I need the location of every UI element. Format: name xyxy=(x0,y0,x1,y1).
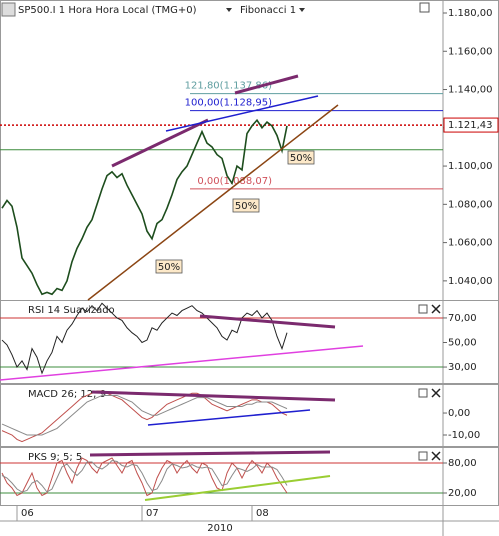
y-tick-label: 1.100,00 xyxy=(448,161,493,172)
last-price-label: 1.121,43 xyxy=(448,120,493,131)
series-line xyxy=(1,457,288,497)
close-button[interactable] xyxy=(431,388,441,398)
trend-line xyxy=(87,104,339,301)
y-tick-label: 50,00 xyxy=(448,338,477,349)
last-price-box xyxy=(443,117,499,133)
y-tick-label: 1.040,00 xyxy=(448,276,493,287)
label-box xyxy=(155,259,183,274)
y-tick-label: 20,00 xyxy=(448,488,477,499)
panel-title: RSI 14 Suavizado xyxy=(28,305,115,316)
trend-line xyxy=(199,314,336,329)
maximize-button[interactable] xyxy=(418,388,428,398)
fib-text: 100,00(1.128,95) xyxy=(185,98,272,109)
trend-line xyxy=(111,118,209,168)
drawings: 50% 50% 50% xyxy=(0,74,364,501)
panel-title: MACD 26; 12; 9 xyxy=(28,389,106,400)
trend-line xyxy=(89,450,331,457)
trend-line xyxy=(234,74,299,95)
x-tick-label: 06 xyxy=(21,508,34,519)
label-box xyxy=(287,150,315,165)
trend-line xyxy=(147,409,311,426)
y-tick-label: 1.060,00 xyxy=(448,238,493,249)
trend-line xyxy=(144,475,331,501)
y-tick-label: 80,00 xyxy=(448,458,477,469)
label-box xyxy=(232,198,260,213)
fib-label: 50% xyxy=(158,262,180,273)
fib-text: 0,00(1.088,07) xyxy=(197,176,272,187)
fib-label: 50% xyxy=(235,201,257,212)
x-axis-year: 2010 xyxy=(207,523,232,534)
y-tick-label: 1.080,00 xyxy=(448,199,493,210)
series-line xyxy=(1,118,288,296)
x-tick-label: 07 xyxy=(146,508,159,519)
series-line xyxy=(1,394,288,436)
y-tick-label: 1.160,00 xyxy=(448,46,493,57)
y-tick-label: 0,00 xyxy=(448,408,470,419)
trend-line xyxy=(165,95,319,132)
maximize-button[interactable] xyxy=(418,451,428,461)
trend-line xyxy=(0,345,364,381)
maximize-button[interactable] xyxy=(418,304,428,314)
close-button[interactable] xyxy=(431,304,441,314)
dropdown-icon[interactable] xyxy=(226,8,232,12)
close-button[interactable] xyxy=(431,451,441,461)
panel-title: PKS 9; 5; 5 xyxy=(28,452,82,463)
fib-text: 121,80(1.137,86) xyxy=(185,81,272,92)
series-line xyxy=(1,302,288,375)
y-tick-label: 30,00 xyxy=(448,362,477,373)
x-tick-label: 08 xyxy=(256,508,269,519)
series-line xyxy=(1,459,288,493)
fib-label: 50% xyxy=(290,153,312,164)
y-tick-label: 70,00 xyxy=(448,313,477,324)
header: SP500.I 1 Hora Hora Local (TMG+0) Fibona… xyxy=(1,2,430,17)
y-tick-label: -10,00 xyxy=(448,430,480,441)
series-line xyxy=(1,390,288,443)
chart-subtitle: Fibonacci 1 xyxy=(240,5,296,16)
y-tick-label: 1.180,00 xyxy=(448,8,493,19)
y-tick-label: 1.140,00 xyxy=(448,85,493,96)
icon xyxy=(1,2,16,17)
chart-title: SP500.I 1 Hora Hora Local (TMG+0) xyxy=(18,5,197,16)
trend-line xyxy=(91,390,336,402)
maximize-button[interactable] xyxy=(419,2,430,13)
dropdown-icon[interactable] xyxy=(299,8,305,12)
